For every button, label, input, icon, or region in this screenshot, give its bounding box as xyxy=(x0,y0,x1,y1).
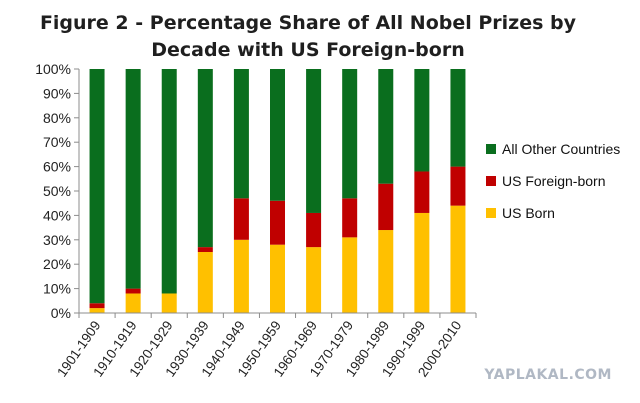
bar-segment-all-other-countries xyxy=(306,69,322,213)
y-tick-label: 80% xyxy=(43,110,71,126)
y-tick-label: 30% xyxy=(43,232,71,248)
bar-segment-all-other-countries xyxy=(378,69,394,184)
bar-segment-all-other-countries xyxy=(197,69,213,248)
bar-segment-us-foreign-born xyxy=(233,198,249,240)
bar-segment-us-born xyxy=(233,239,249,313)
bar-segment-us-foreign-born xyxy=(414,171,430,213)
legend-item: US Born xyxy=(486,205,555,221)
bar-segment-us-born xyxy=(161,293,177,313)
bar-segment-all-other-countries xyxy=(125,69,141,289)
bar-segment-all-other-countries xyxy=(161,69,177,294)
bar-segment-us-foreign-born xyxy=(306,212,322,248)
y-tick-label: 40% xyxy=(43,207,71,223)
y-tick-label: 50% xyxy=(43,183,71,199)
bar-segment-all-other-countries xyxy=(342,69,358,199)
legend-label: US Foreign-born xyxy=(502,173,606,189)
legend-swatch xyxy=(486,208,496,218)
bar-segment-us-born xyxy=(306,247,322,313)
y-tick-label: 100% xyxy=(35,61,71,77)
bar-segment-us-foreign-born xyxy=(197,247,213,252)
bar-segment-us-born xyxy=(450,205,466,313)
bar-segment-us-born xyxy=(197,252,213,313)
bar-segment-all-other-countries xyxy=(414,69,430,172)
x-axis: 1901-19091910-19191920-19291930-19391940… xyxy=(54,312,477,380)
legend-swatch xyxy=(486,144,496,154)
bar-segment-us-foreign-born xyxy=(89,303,105,309)
bar-segment-all-other-countries xyxy=(233,69,249,199)
bar-segment-us-foreign-born xyxy=(378,183,394,231)
y-tick-label: 90% xyxy=(43,85,71,101)
y-tick-label: 70% xyxy=(43,134,71,150)
legend-item: All Other Countries xyxy=(486,141,620,157)
y-tick-label: 60% xyxy=(43,159,71,175)
legend: All Other Countries US Foreign-born US Bor… xyxy=(486,141,620,221)
legend-label: All Other Countries xyxy=(502,141,620,157)
chart-title-line-1: Figure 2 - Percentage Share of All Nobel… xyxy=(40,12,577,34)
y-axis: 0% 10% 20% 30% 40% 50% 60% 70% 80% 90% 100% xyxy=(35,61,80,321)
bar-segment-us-born xyxy=(89,308,105,313)
bar-segment-all-other-countries xyxy=(270,69,285,201)
watermark: YAPLAKAL.COM xyxy=(483,367,612,383)
bar-segment-us-foreign-born xyxy=(450,166,466,206)
bar-segment-us-foreign-born xyxy=(125,288,141,294)
bars xyxy=(89,69,466,313)
bar-segment-us-born xyxy=(270,244,285,313)
legend-swatch xyxy=(486,176,496,186)
legend-item: US Foreign-born xyxy=(486,173,606,189)
chart-title-line-2: Decade with US Foreign-born xyxy=(151,39,464,61)
bar-segment-all-other-countries xyxy=(89,69,105,304)
y-tick-label: 20% xyxy=(43,256,71,272)
bar-segment-us-born xyxy=(125,293,141,313)
legend-label: US Born xyxy=(502,205,555,221)
y-tick-label: 0% xyxy=(51,305,71,321)
bar-segment-us-born xyxy=(414,212,430,313)
bar-segment-us-foreign-born xyxy=(270,200,285,245)
y-tick-label: 10% xyxy=(43,281,71,297)
bar-segment-us-foreign-born xyxy=(342,198,358,238)
bar-segment-us-born xyxy=(378,230,394,313)
bar-segment-us-born xyxy=(342,237,358,313)
bar-segment-all-other-countries xyxy=(450,69,466,167)
